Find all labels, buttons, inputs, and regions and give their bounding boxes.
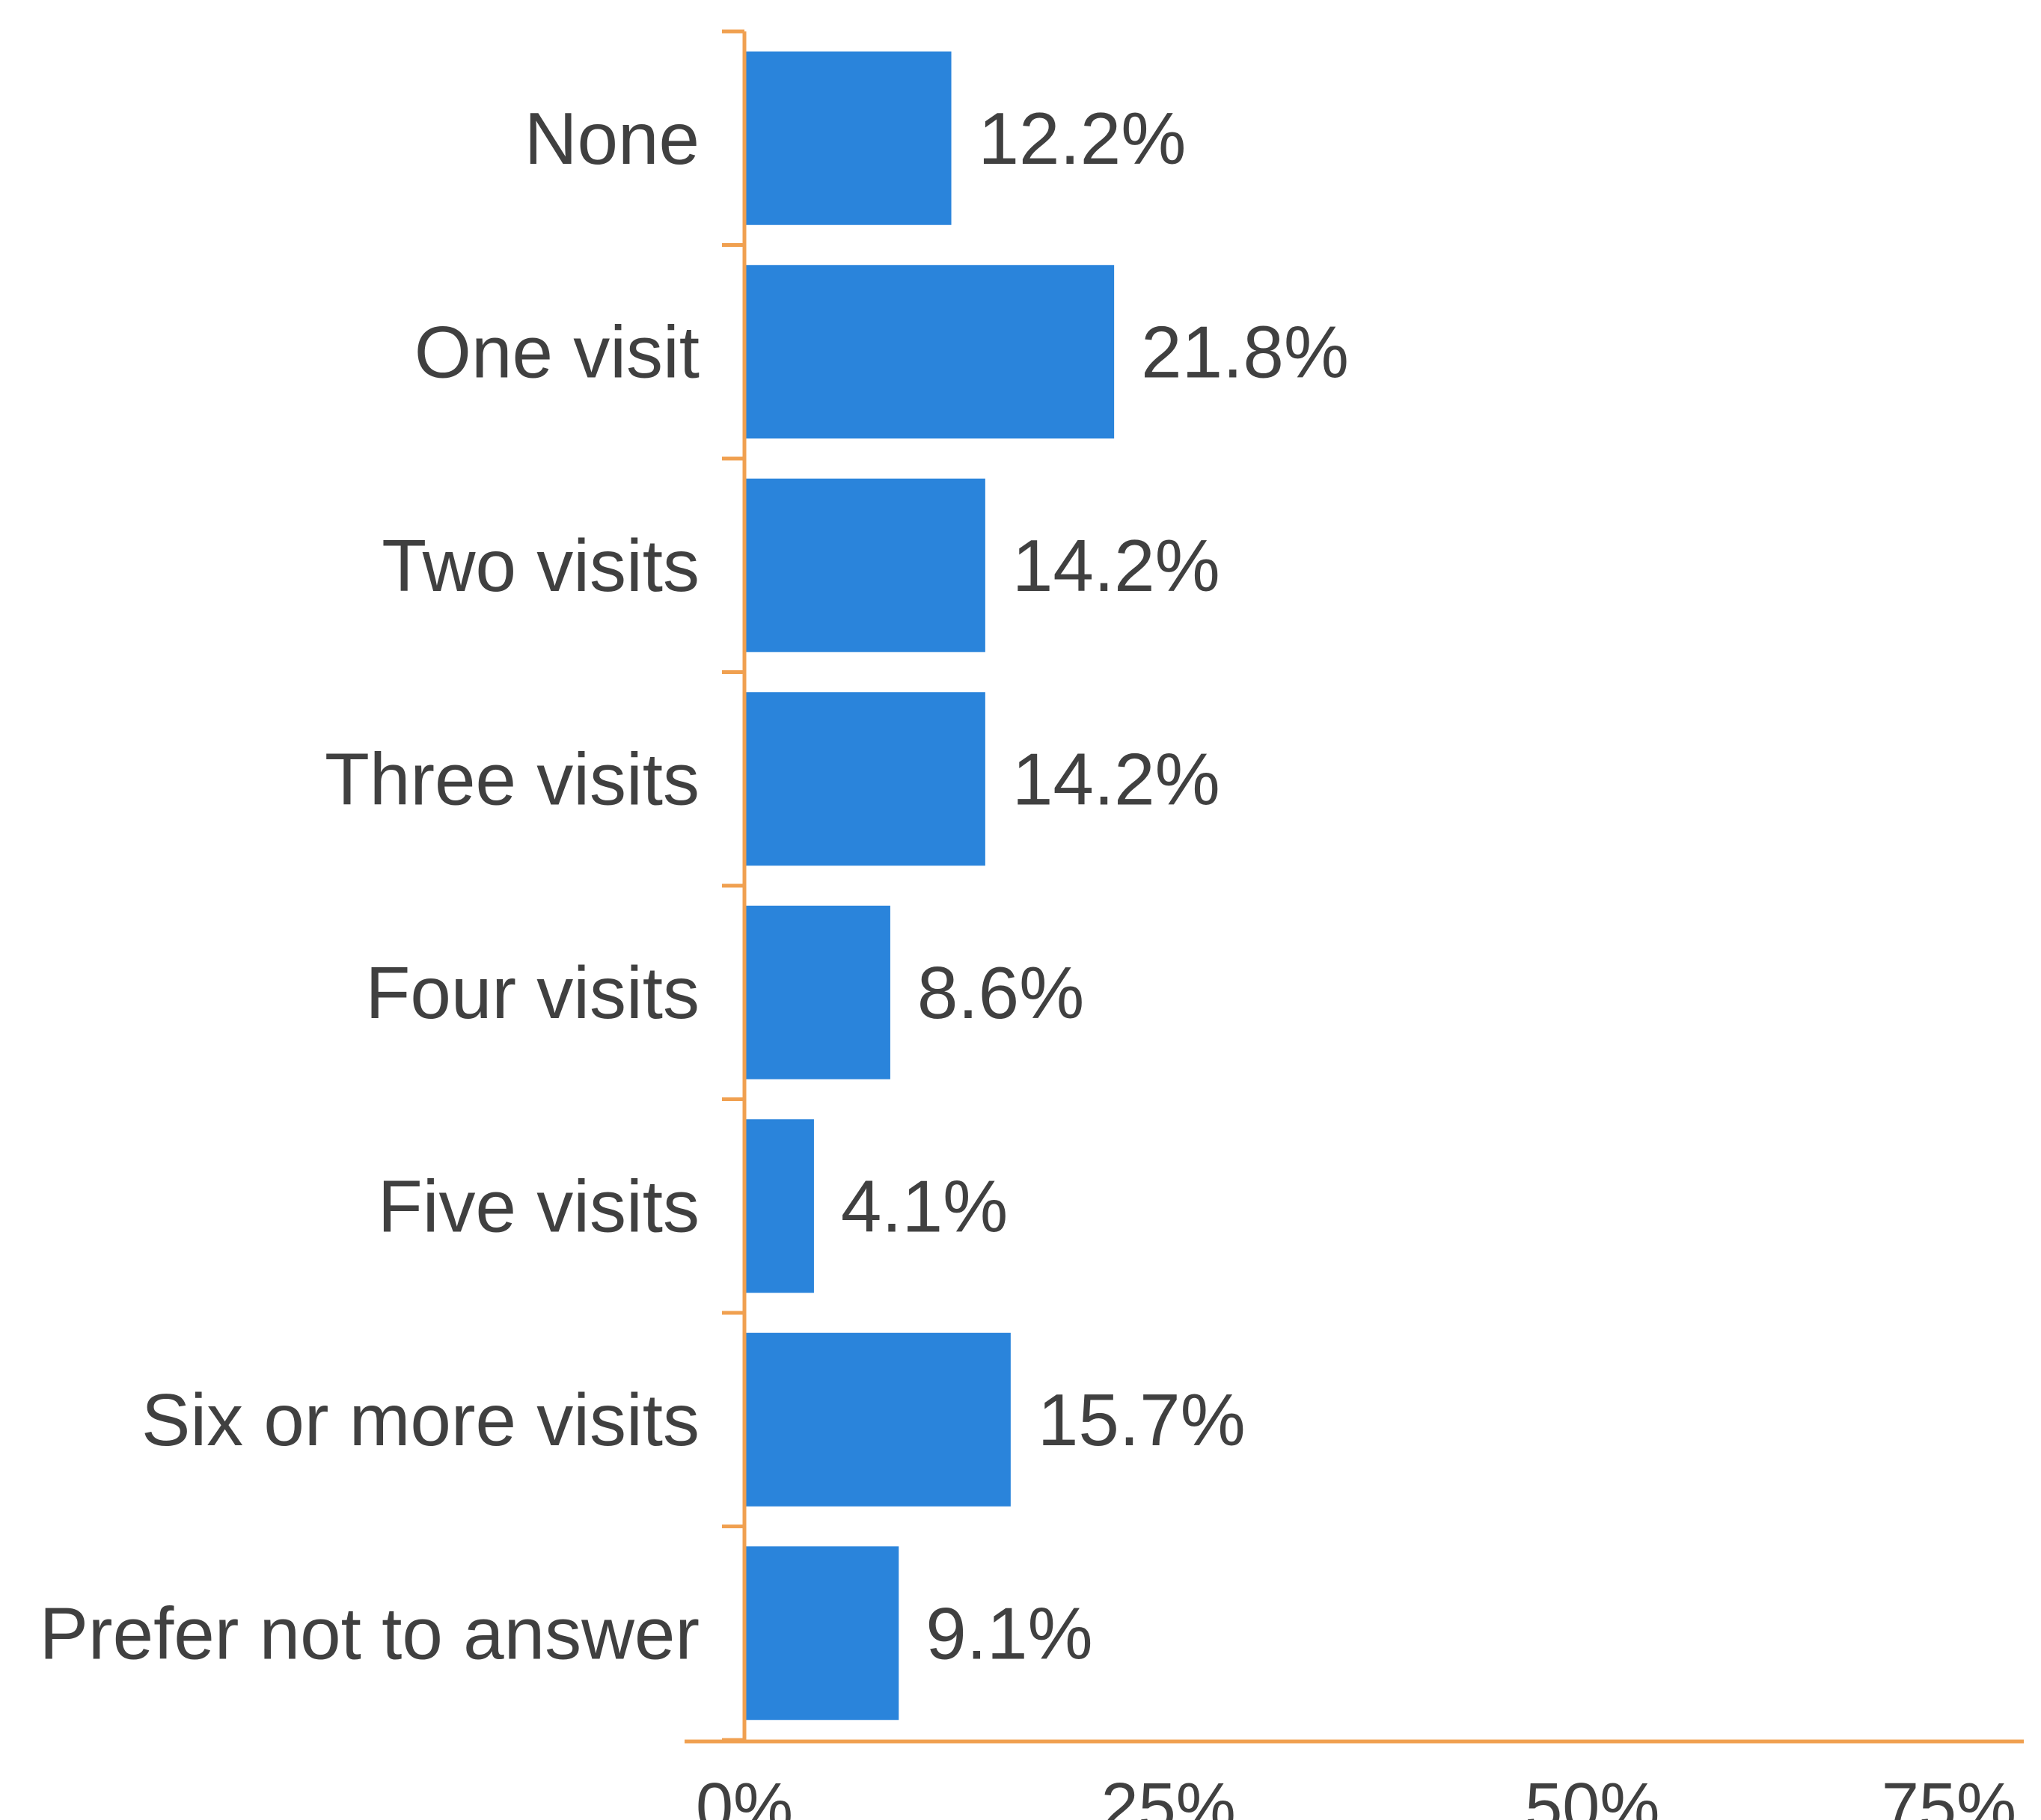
value-label-5: 4.1% — [841, 1165, 1008, 1247]
category-label-7: Prefer not to answer — [40, 1592, 700, 1674]
category-label-0: None — [524, 97, 700, 180]
value-label-0: 12.2% — [979, 97, 1187, 180]
x-tick-label-3: 75% — [1882, 1770, 2016, 1820]
category-label-2: Two visits — [382, 524, 700, 607]
category-label-6: Six or more visits — [141, 1379, 700, 1461]
x-tick-label-1: 25% — [1101, 1770, 1236, 1820]
bar-6 — [744, 1332, 1011, 1507]
x-tick-label-2: 50% — [1525, 1770, 1659, 1820]
bar-1 — [744, 265, 1115, 439]
category-label-4: Four visits — [365, 952, 700, 1034]
value-label-4: 8.6% — [917, 952, 1084, 1034]
bars — [744, 51, 1115, 1721]
value-label-1: 21.8% — [1141, 310, 1349, 393]
bar-3 — [744, 692, 985, 866]
category-label-3: Three visits — [325, 738, 700, 820]
value-label-2: 14.2% — [1012, 524, 1220, 607]
bar-4 — [744, 905, 890, 1079]
axes — [685, 29, 2024, 1744]
value-label-6: 15.7% — [1038, 1379, 1246, 1461]
labels: None 12.2% One visit 21.8% Two visits 14.2% Th… — [40, 97, 2016, 1820]
category-label-1: One visit — [414, 310, 700, 393]
value-label-3: 14.2% — [1012, 738, 1220, 820]
x-tick-label-0: 0% — [696, 1770, 793, 1820]
bar-7 — [744, 1546, 899, 1721]
bar-0 — [744, 51, 952, 225]
bar-5 — [744, 1119, 814, 1293]
bar-2 — [744, 478, 985, 652]
value-label-7: 9.1% — [925, 1592, 1092, 1674]
category-label-5: Five visits — [378, 1165, 700, 1247]
